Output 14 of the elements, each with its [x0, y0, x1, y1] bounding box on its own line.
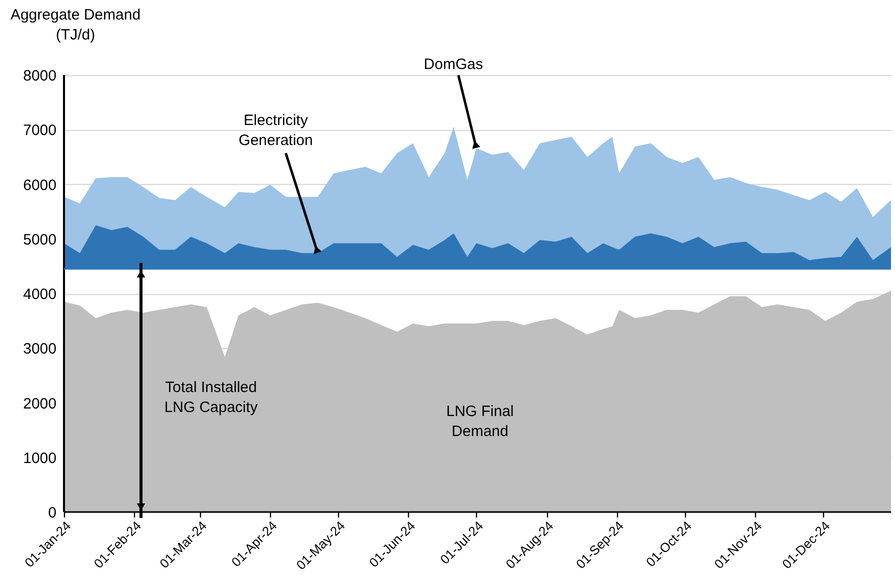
annotation: Electricity Generation	[238, 112, 313, 150]
y-tick-label: 6000	[23, 176, 56, 194]
y-tick-label: 7000	[23, 122, 56, 140]
y-tick-label: 4000	[23, 286, 56, 303]
y-tick-label: 3000	[23, 340, 56, 358]
y-tick-label: 0	[48, 504, 56, 522]
annotation: LNG Final Demand	[446, 403, 514, 440]
y-tick-label: 1000	[23, 450, 56, 467]
y-axis-title: Aggregate Demand (TJ/d)	[10, 6, 141, 44]
annotation: Total Installed LNG Capacity	[164, 379, 258, 416]
y-tick-label: 2000	[23, 395, 56, 412]
y-tick-label: 8000	[23, 68, 56, 84]
y-tick-label: 5000	[23, 231, 56, 248]
annotation: DomGas	[424, 56, 483, 74]
